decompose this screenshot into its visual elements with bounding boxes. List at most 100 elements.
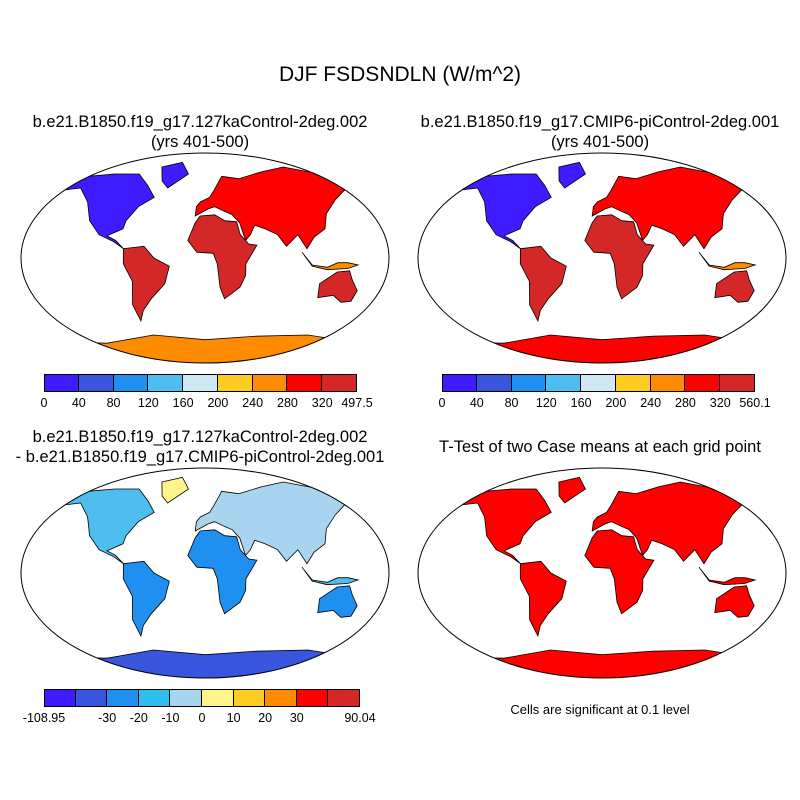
landmass-indonesia: [301, 251, 360, 271]
colorbar-swatch: [287, 374, 323, 392]
colorbar-swatch: [511, 374, 547, 392]
colorbar-tick-label: 10: [226, 711, 241, 725]
colorbar-swatch: [322, 374, 357, 392]
colorbar-tick-label: 0: [40, 396, 48, 410]
map-bottom-left: [20, 467, 390, 679]
map-top-left: [20, 152, 390, 364]
map-boundary: [20, 152, 390, 364]
significance-note: Cells are significant at 0.1 level: [510, 702, 690, 717]
colorbar-swatch: [546, 374, 582, 392]
colorbar-swatch: [44, 374, 79, 392]
colorbar-top-left: [44, 374, 357, 392]
landmass-eurasia: [194, 166, 358, 250]
landmass-sa: [519, 245, 567, 323]
landmass-greenland: [161, 476, 190, 504]
colorbar-tick-label: 560.1: [739, 396, 771, 410]
panel-title-bottom-left: b.e21.B1850.f19_g17.127kaControl-2deg.00…: [0, 427, 400, 467]
landmass-eurasia: [194, 481, 358, 565]
colorbar-tick-label: -108.95: [22, 711, 66, 725]
panel-title-top-left: b.e21.B1850.f19_g17.127kaControl-2deg.00…: [0, 112, 400, 152]
colorbar-tick-label: 80: [106, 396, 121, 410]
colorbar-swatch: [170, 689, 202, 707]
panel-title-top-right: b.e21.B1850.f19_g17.CMIP6-piControl-2deg…: [400, 112, 800, 152]
colorbar-swatch: [201, 689, 234, 707]
colorbar-swatch: [296, 689, 329, 707]
colorbar-tick-label: -10: [161, 711, 180, 725]
panel-title-line: T-Test of two Case means at each grid po…: [439, 438, 761, 456]
landmass-australia: [714, 270, 755, 303]
colorbar-swatch: [44, 689, 76, 707]
colorbar-swatch: [720, 374, 755, 392]
map-boundary: [417, 467, 787, 679]
colorbar-tick-label: 160: [570, 396, 592, 410]
colorbar-tick-label: 200: [605, 396, 627, 410]
landmass-greenland: [161, 161, 190, 189]
landmass-eurasia: [591, 481, 755, 565]
colorbar-swatch: [615, 374, 651, 392]
landmass-na: [60, 173, 155, 250]
colorbar-tick-label: 240: [640, 396, 662, 410]
colorbar-swatch: [78, 374, 114, 392]
colorbar-tick-label: 80: [504, 396, 519, 410]
landmass-greenland: [558, 476, 587, 504]
landmass-sa: [122, 245, 170, 323]
colorbar-tick-label: 280: [277, 396, 298, 410]
figure-title: DJF FSDSNDLN (W/m^2): [278, 63, 521, 86]
colorbar-tick-label: 160: [172, 396, 194, 410]
colorbar-swatch: [183, 374, 218, 392]
colorbar-tick-label: 280: [675, 396, 696, 410]
panel-title-line: b.e21.B1850.f19_g17.127kaControl-2deg.00…: [32, 113, 368, 131]
colorbar-tick-label: 120: [137, 396, 159, 410]
colorbar-swatch: [107, 689, 139, 707]
panel-subtitle-line: (yrs 401-500): [550, 133, 650, 151]
landmass-na: [457, 488, 552, 565]
colorbar-swatch: [581, 374, 616, 392]
colorbar-swatch: [217, 374, 253, 392]
colorbar-tick-label: 200: [207, 396, 229, 410]
colorbar-frame: [44, 689, 360, 707]
colorbar-tick-label: 120: [535, 396, 557, 410]
colorbar-tick-label: 40: [469, 396, 484, 410]
landmass-australia: [714, 585, 755, 618]
colorbar-frame: [442, 374, 755, 392]
panel-title-line: b.e21.B1850.f19_g17.127kaControl-2deg.00…: [32, 428, 368, 446]
colorbar-swatch: [476, 374, 512, 392]
landmass-africa: [584, 529, 655, 615]
colorbar-swatch: [75, 689, 108, 707]
colorbar-tick-label: 0: [438, 396, 446, 410]
landmass-australia: [317, 270, 358, 303]
landmass-sa: [122, 560, 170, 638]
panel-title-bottom-right: T-Test of two Case means at each grid po…: [400, 437, 800, 457]
colorbar-swatch: [328, 689, 360, 707]
landmass-australia: [317, 585, 358, 618]
map-top-right: [417, 152, 787, 364]
map-boundary: [417, 152, 787, 364]
colorbar-tick-label: 20: [258, 711, 273, 725]
landmass-indonesia: [698, 566, 757, 586]
landmass-eurasia: [591, 166, 755, 250]
landmass-na: [60, 488, 155, 565]
landmass-greenland: [558, 161, 587, 189]
colorbar-tick-label: 40: [71, 396, 86, 410]
colorbar-tick-label: 320: [311, 396, 333, 410]
map-bottom-right: [417, 467, 787, 679]
colorbar-tick-label: 497.5: [341, 396, 373, 410]
colorbar-swatch: [113, 374, 149, 392]
colorbar-swatch: [650, 374, 686, 392]
colorbar-swatch: [252, 374, 288, 392]
landmass-africa: [584, 214, 655, 300]
colorbar-tick-label: -30: [98, 711, 117, 725]
colorbar-swatch: [138, 689, 171, 707]
colorbar-swatch: [442, 374, 477, 392]
colorbar-swatch: [265, 689, 297, 707]
landmass-indonesia: [301, 566, 360, 586]
landmass-indonesia: [698, 251, 757, 271]
colorbar-tick-label: -20: [129, 711, 148, 725]
panel-subtitle-line: (yrs 401-500): [150, 133, 250, 151]
landmass-sa: [519, 560, 567, 638]
panel-title-line: b.e21.B1850.f19_g17.CMIP6-piControl-2deg…: [420, 113, 780, 131]
colorbar-frame: [44, 374, 357, 392]
colorbar-swatch: [233, 689, 266, 707]
colorbar-swatch: [685, 374, 721, 392]
colorbar-swatch: [148, 374, 184, 392]
